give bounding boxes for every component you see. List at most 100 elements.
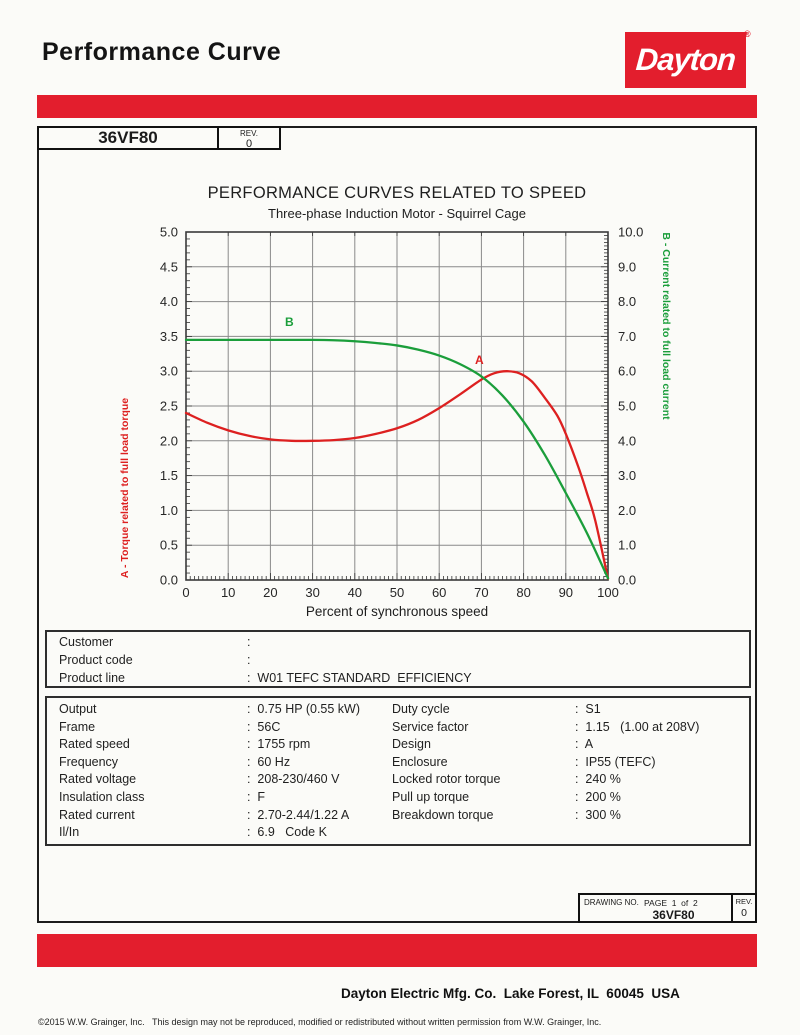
document-frame — [37, 126, 757, 923]
performance-chart: 0 10 20 30 40 50 60 70 80 90 100 0.0 0.5 1.0 1.5 2.0 2.5… — [119, 225, 672, 620]
row-value: : F — [247, 789, 266, 804]
copyright-notice: ©2015 W.W. Grainger, Inc. This design ma… — [38, 1017, 602, 1027]
left-tick-label: 4.5 — [160, 259, 178, 274]
row-label: Duty cycle — [392, 702, 450, 716]
row-value: : 0.75 HP (0.55 kW) — [247, 702, 361, 716]
dayton-logo: Dayton — [625, 32, 746, 88]
drawing-number-main-cell: DRAWING NO. PAGE 1 of 2 36VF80 — [580, 895, 733, 922]
row-value: : 6.9 Code K — [247, 825, 327, 840]
row-value: : 1755 rpm — [247, 737, 311, 752]
drawing-no-label: DRAWING NO. — [584, 898, 639, 907]
row-value: : 200 % — [575, 789, 621, 804]
row-label: Product code — [59, 653, 133, 667]
row-label: Pull up torque — [392, 789, 470, 804]
revision-cell: REV. 0 — [217, 126, 281, 150]
row-value: : 60 Hz — [247, 754, 291, 769]
manufacturer-address: Dayton Electric Mfg. Co. Lake Forest, IL… — [341, 986, 680, 1001]
registered-trademark-icon: ® — [744, 29, 751, 39]
row-label: Customer — [59, 635, 114, 649]
right-tick-label: 5.0 — [618, 399, 636, 414]
row-value: : A — [575, 737, 594, 752]
x-tick-label: 90 — [559, 585, 573, 600]
x-tick-label: 70 — [474, 585, 488, 600]
row-label: Enclosure — [392, 754, 448, 769]
left-tick-label: 0.5 — [160, 538, 178, 553]
row-value: : IP55 (TEFC) — [575, 754, 656, 769]
table-row: Frame : 56C Service factor : 1.15 (1.00 … — [47, 720, 749, 738]
row-label: Rated current — [59, 807, 135, 822]
right-axis-title: B - Current related to full load current — [660, 232, 672, 420]
table-row: Customer : — [47, 635, 749, 653]
row-label: Rated voltage — [59, 772, 137, 787]
drawing-revision-cell: REV. 0 — [733, 895, 755, 921]
curve-B — [184, 338, 610, 580]
left-tick-label: 0.0 — [160, 573, 178, 588]
row-label: Product line — [59, 671, 126, 685]
row-label: Rated speed — [59, 737, 130, 752]
chart-subtitle: Three-phase Induction Motor - Squirrel C… — [268, 206, 526, 221]
x-tick-label: 30 — [305, 585, 319, 600]
chart-title: PERFORMANCE CURVES RELATED TO SPEED — [207, 184, 587, 202]
right-tick-label: 7.0 — [618, 329, 636, 344]
plot-border — [185, 231, 609, 581]
left-tick-label: 2.5 — [160, 399, 178, 414]
table-row: Output : 0.75 HP (0.55 kW) Duty cycle : … — [47, 702, 749, 720]
left-axis-title: A - Torque related to full load torque — [119, 398, 131, 578]
x-tick-label: 40 — [348, 585, 362, 600]
left-tick-label: 1.0 — [160, 503, 178, 518]
left-tick-label: 3.0 — [160, 364, 178, 379]
x-tick-label: 50 — [390, 585, 404, 600]
table-row: Insulation class : F Pull up torque : 20… — [47, 790, 749, 808]
row-value: : 2.70-2.44/1.22 A — [247, 807, 350, 822]
right-tick-label: 9.0 — [618, 259, 636, 274]
customer-table: Customer : Product code : Product line :… — [45, 630, 751, 688]
table-row: Il/In : 6.9 Code K — [47, 825, 749, 843]
x-tick-label: 100 — [597, 585, 619, 600]
dayton-logo-text: Dayton — [634, 42, 737, 77]
left-tick-label: 3.5 — [160, 329, 178, 344]
row-label: Insulation class — [59, 789, 145, 804]
curve-A — [184, 370, 610, 580]
right-tick-label: 1.0 — [618, 538, 636, 553]
row-value: : 1.15 (1.00 at 208V) — [575, 719, 700, 734]
row-value: : — [247, 635, 251, 649]
table-row: Rated current : 2.70-2.44/1.22 A Breakdo… — [47, 808, 749, 826]
row-value: : W01 TEFC STANDARD EFFICIENCY — [247, 671, 472, 685]
specification-table: Output : 0.75 HP (0.55 kW) Duty cycle : … — [45, 696, 751, 846]
drawing-number-box: DRAWING NO. PAGE 1 of 2 36VF80 REV. 0 — [578, 893, 757, 923]
revision-label: REV. — [735, 897, 753, 906]
row-value: : S1 — [575, 702, 601, 716]
right-tick-label: 8.0 — [618, 294, 636, 309]
right-tick-label: 10.0 — [618, 225, 643, 240]
curve-label-A: A — [475, 353, 484, 367]
row-label: Frame — [59, 719, 96, 734]
row-value: : 300 % — [575, 807, 621, 822]
revision-label: REV. — [240, 129, 258, 138]
page-title: Performance Curve — [42, 38, 282, 66]
table-row: Frequency : 60 Hz Enclosure : IP55 (TEFC… — [47, 755, 749, 773]
x-tick-label: 60 — [432, 585, 446, 600]
row-label: Service factor — [392, 719, 469, 734]
model-number-cell: 36VF80 — [37, 126, 219, 150]
x-tick-label: 10 — [221, 585, 235, 600]
row-value: : 208-230/460 V — [247, 772, 340, 787]
right-tick-label: 4.0 — [618, 433, 636, 448]
right-tick-label: 3.0 — [618, 468, 636, 483]
page-label: PAGE 1 of 2 — [644, 898, 698, 908]
row-label: Output — [59, 702, 97, 716]
curve-label-B: B — [285, 315, 294, 329]
x-tick-label: 0 — [182, 585, 189, 600]
table-row: Rated speed : 1755 rpm Design : A — [47, 737, 749, 755]
x-tick-label: 80 — [516, 585, 530, 600]
right-tick-label: 2.0 — [618, 503, 636, 518]
row-label: Breakdown torque — [392, 807, 494, 822]
table-row: Product line : W01 TEFC STANDARD EFFICIE… — [47, 671, 749, 689]
row-value: : — [247, 653, 251, 667]
bottom-red-divider — [37, 934, 757, 967]
left-tick-label: 4.0 — [160, 294, 178, 309]
x-tick-label: 20 — [263, 585, 277, 600]
drawing-number-value: 36VF80 — [652, 908, 695, 922]
left-tick-label: 1.5 — [160, 468, 178, 483]
row-value: : 56C — [247, 719, 281, 734]
row-label: Design — [392, 737, 431, 752]
